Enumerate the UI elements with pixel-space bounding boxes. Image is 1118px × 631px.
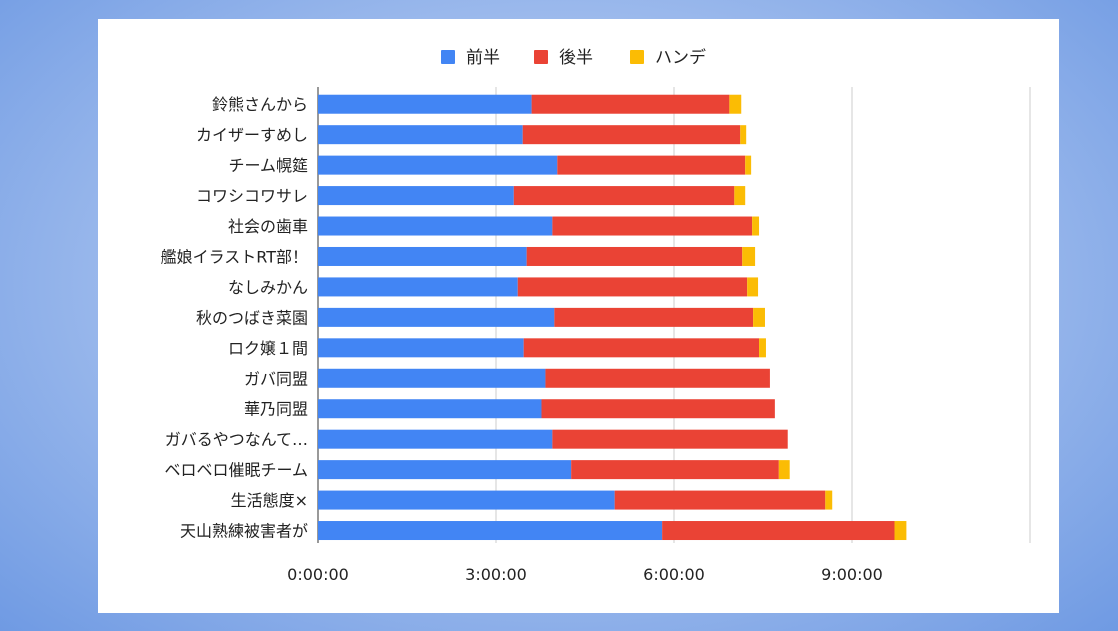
- bar-first-half: [318, 338, 524, 358]
- bar-first-half: [318, 368, 546, 388]
- bar-handicap: [759, 338, 766, 358]
- bar-handicap: [894, 521, 907, 541]
- category-labels: 鈴熊さんからカイザーすめしチーム幌筵コワシコワサレ社会の歯車艦娘イラストRT部！…: [161, 95, 308, 540]
- bar-second-half: [531, 94, 730, 114]
- legend-label: ハンデ: [655, 47, 706, 68]
- bar-first-half: [318, 186, 514, 206]
- category-label: 社会の歯車: [228, 217, 308, 236]
- category-label: なしみかん: [228, 278, 308, 297]
- bar-handicap: [745, 155, 752, 175]
- x-tick-label: 9:00:00: [821, 565, 883, 584]
- bar-second-half: [571, 460, 779, 480]
- bar-handicap: [734, 186, 746, 206]
- category-label: ガバ同盟: [244, 369, 308, 388]
- category-label: 天山熟練被害者が: [180, 522, 308, 541]
- category-label: ロク嬢１間: [228, 339, 308, 358]
- bar-first-half: [318, 94, 532, 114]
- bar-second-half: [513, 186, 735, 206]
- stacked-bar-chart: 前半 後半 ハンデ 鈴熊さんからカイザーすめしチーム幌筵コワシコワサレ社会の歯車艦娘…: [161, 47, 1031, 584]
- bar-handicap: [825, 490, 833, 510]
- legend: 前半 後半 ハンデ: [441, 47, 706, 68]
- bar-second-half: [545, 368, 770, 388]
- x-tick-label: 3:00:00: [465, 565, 527, 584]
- bar-first-half: [318, 490, 615, 510]
- bar-second-half: [522, 125, 741, 145]
- category-label: ガバるやつなんて…: [165, 430, 308, 449]
- bar-first-half: [318, 399, 542, 419]
- bar-handicap: [778, 460, 790, 480]
- legend-swatch: [534, 50, 548, 64]
- bar-second-half: [552, 216, 753, 236]
- bar-second-half: [662, 521, 895, 541]
- bar-first-half: [318, 429, 553, 449]
- category-label: 生活態度×: [231, 491, 308, 510]
- category-label: ベロベロ催眠チーム: [164, 461, 308, 480]
- legend-swatch: [630, 50, 644, 64]
- category-label: カイザーすめし: [196, 126, 308, 145]
- bar-second-half: [523, 338, 760, 358]
- category-label: 秋のつばき菜園: [196, 308, 308, 327]
- bar-first-half: [318, 216, 553, 236]
- bar-first-half: [318, 521, 663, 541]
- x-tick-label: 0:00:00: [287, 565, 349, 584]
- bar-handicap: [747, 277, 759, 297]
- bar-handicap: [752, 216, 760, 236]
- category-label: コワシコワサレ: [196, 187, 308, 206]
- bar-first-half: [318, 460, 572, 480]
- bar-first-half: [318, 307, 555, 327]
- bar-second-half: [614, 490, 826, 510]
- legend-label: 前半: [466, 48, 500, 68]
- category-label: 華乃同盟: [244, 400, 308, 419]
- category-label: チーム幌筵: [228, 156, 308, 175]
- bar-second-half: [552, 429, 788, 449]
- x-axis-ticks: 0:00:00 3:00:00 6:00:00 9:00:00: [287, 565, 883, 584]
- bar-first-half: [318, 125, 523, 145]
- legend-label: 後半: [559, 48, 593, 68]
- x-tick-label: 6:00:00: [643, 565, 705, 584]
- bar-handicap: [742, 246, 756, 266]
- bar-second-half: [557, 155, 746, 175]
- bar-first-half: [318, 246, 527, 266]
- bar-handicap: [753, 307, 765, 327]
- bar-second-half: [541, 399, 775, 419]
- bars: [318, 94, 907, 541]
- legend-swatch: [441, 50, 455, 64]
- bar-handicap: [740, 125, 747, 145]
- chart-card: 前半 後半 ハンデ 鈴熊さんからカイザーすめしチーム幌筵コワシコワサレ社会の歯車艦娘…: [98, 19, 1059, 613]
- bar-second-half: [526, 246, 743, 266]
- bar-handicap: [729, 94, 742, 114]
- bar-first-half: [318, 155, 558, 175]
- bar-first-half: [318, 277, 518, 297]
- bar-second-half: [554, 307, 754, 327]
- category-label: 艦娘イラストRT部！: [161, 247, 308, 266]
- bar-second-half: [517, 277, 748, 297]
- category-label: 鈴熊さんから: [212, 95, 308, 114]
